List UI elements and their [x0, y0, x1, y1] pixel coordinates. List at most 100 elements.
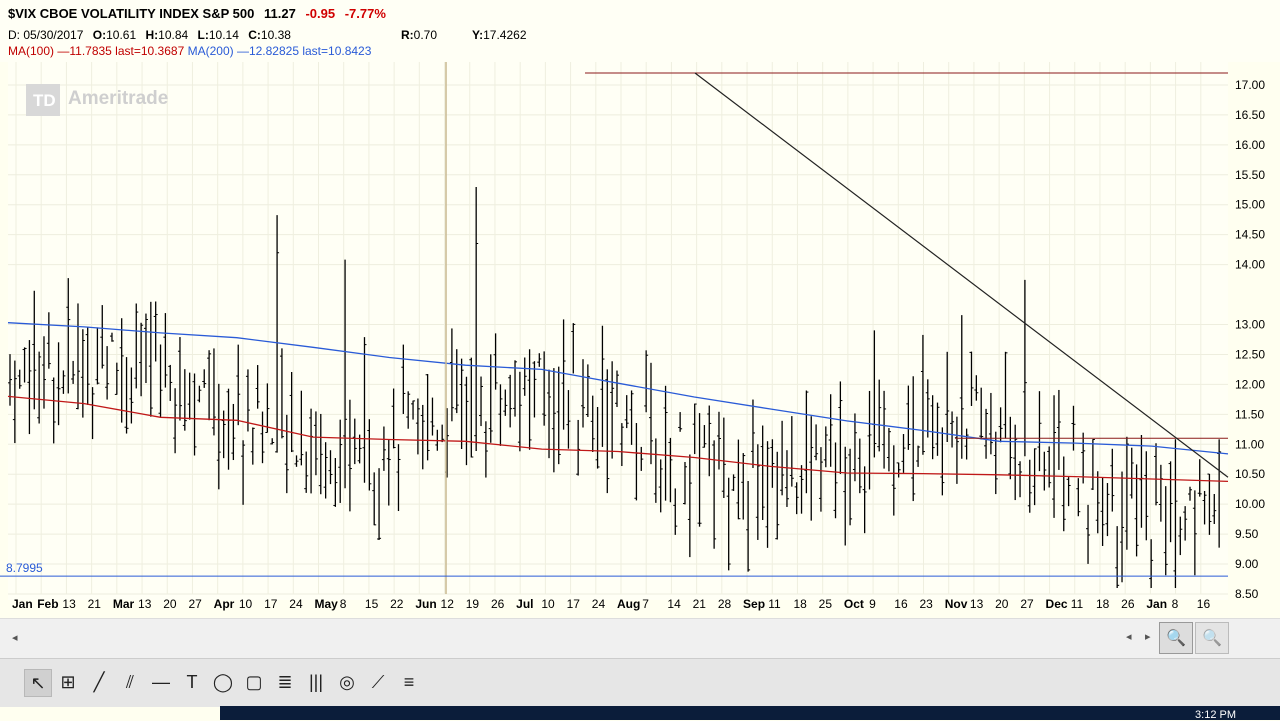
x-tick-label: Mar: [113, 597, 135, 611]
ohlc-bar: [814, 424, 819, 461]
pencil-icon[interactable]: ╱: [93, 671, 105, 692]
ohlc-bars: [8, 186, 1222, 589]
symbol-name: $VIX CBOE VOLATILITY INDEX S&P 500: [8, 6, 255, 21]
ohlc-bar: [537, 353, 542, 367]
ohlc-bar: [469, 357, 474, 458]
x-tick-label: 16: [1197, 597, 1211, 611]
ohlc-bar: [848, 448, 853, 526]
y-tick-label: 9.00: [1235, 557, 1259, 571]
ohlc-bar: [551, 368, 556, 473]
ohlc-bar: [173, 388, 178, 454]
ohlc-bar: [1115, 526, 1120, 589]
ohlc-bar: [687, 454, 692, 558]
ohlc-bar: [1052, 395, 1057, 518]
ohlc-bar: [411, 400, 416, 420]
scroll-next-icon[interactable]: ▸: [1145, 631, 1151, 643]
parallel-lines-icon[interactable]: ⫽: [125, 671, 135, 692]
ohlc-bar: [333, 458, 338, 507]
y-tick-label: 16.00: [1235, 138, 1265, 152]
ohlc-bar: [950, 411, 955, 448]
ohlc-bar: [372, 472, 377, 526]
watermark-logo: TD Ameritrade: [26, 84, 168, 116]
ohlc-bar: [809, 416, 814, 521]
x-tick-label: 22: [390, 597, 404, 611]
ohlc-bar: [833, 442, 838, 519]
ohlc-bar: [741, 453, 746, 520]
ohlc-bar: [979, 387, 984, 440]
ohlc-bar: [216, 383, 221, 490]
ohlc-bar: [920, 334, 925, 455]
y-tick-label: 10.00: [1235, 497, 1265, 511]
ohlc-bar: [1032, 448, 1037, 506]
y-tick-label: 15.50: [1235, 168, 1265, 182]
ohlc-bar: [85, 326, 90, 405]
ohlc-bar: [615, 370, 619, 407]
x-tick-label: 24: [289, 597, 303, 611]
x-tick-label: Apr: [214, 597, 235, 611]
menu-icon[interactable]: ≡: [403, 671, 415, 692]
vertical-lines-icon[interactable]: |||: [308, 671, 324, 692]
ohlc-bar: [488, 354, 493, 443]
ohlc-bar: [56, 342, 61, 426]
x-tick-label: 13: [970, 597, 984, 611]
x-tick-label: 24: [592, 597, 606, 611]
ohlc-bar: [32, 290, 37, 410]
ohlc-bar: [789, 416, 794, 487]
y-tick-label: 10.50: [1235, 467, 1265, 481]
ohlc-bar: [964, 428, 969, 460]
x-axis: Jan Feb 13 21 Mar 13 20 27 Apr 10 17 24 May 8 15 22 Jun 1…: [12, 597, 1210, 611]
ohlc-bar: [245, 369, 250, 432]
ohlc-bar: [22, 347, 27, 383]
ohlc-bar: [886, 428, 891, 472]
gann-icon[interactable]: ◎: [339, 671, 355, 692]
chart-scrollbar[interactable]: ◂: [0, 618, 1280, 659]
pitchfork-icon[interactable]: ⟋: [371, 671, 385, 692]
text-icon[interactable]: T: [186, 671, 198, 692]
ohlc-bar: [1134, 464, 1139, 557]
ohlc-bar: [726, 477, 731, 571]
ohlc-bar: [177, 337, 182, 421]
x-tick-label: 18: [1096, 597, 1110, 611]
ohlc-bar: [250, 427, 255, 465]
ohlc-bar: [794, 482, 799, 515]
ohlc-bar: [731, 474, 736, 491]
chart-header: $VIX CBOE VOLATILITY INDEX S&P 500 11.27…: [0, 0, 1280, 62]
ohlc-bar: [610, 361, 615, 459]
cursor-icon[interactable]: ↖: [24, 669, 52, 697]
fibonacci-icon[interactable]: ≣: [277, 671, 293, 692]
ellipse-icon[interactable]: ◯: [212, 671, 234, 692]
ohlc-bar: [974, 375, 979, 401]
ohlc-bar: [114, 362, 119, 395]
y-tick-label: 11.00: [1235, 437, 1264, 451]
ohlc-bar: [352, 418, 357, 465]
ohlc-bar: [916, 445, 921, 467]
x-tick-label: 13: [138, 597, 152, 611]
x-tick-label: 28: [718, 597, 732, 611]
ohlc-bar: [459, 358, 464, 450]
ohlc-bar: [668, 437, 673, 503]
ohlc-bar: [1202, 490, 1207, 525]
scroll-prev-icon[interactable]: ◂: [1126, 631, 1132, 643]
ohlc-bar: [275, 215, 280, 453]
ma100-label: MA(100): [8, 44, 55, 58]
crosshair-icon[interactable]: ⊞: [60, 671, 76, 692]
ohlc-bar: [823, 426, 828, 468]
horizontal-line-icon[interactable]: —: [152, 671, 170, 692]
ohlc-bar: [41, 336, 46, 409]
price-chart[interactable]: TD Ameritrade 8.7995 17.00 16.50 16.00 15.5…: [0, 62, 1280, 618]
x-tick-label: 17: [264, 597, 278, 611]
y-tick-label: 13.00: [1235, 318, 1265, 332]
ohlc-bar: [1076, 478, 1081, 517]
zoom-in-icon[interactable]: 🔍: [1159, 622, 1193, 654]
ohlc-bar: [449, 328, 454, 422]
overlays: 8.7995: [0, 62, 1229, 594]
scroll-left-arrow[interactable]: ◂: [12, 632, 18, 644]
x-tick-label: 16: [894, 597, 908, 611]
ohlc-bar: [323, 442, 328, 499]
ohlc-bar: [692, 403, 697, 455]
x-tick-label: 19: [466, 597, 480, 611]
rectangle-icon[interactable]: ▢: [245, 671, 263, 692]
ohlc-bar: [522, 357, 527, 396]
zoom-out-icon[interactable]: 🔍: [1195, 622, 1229, 654]
ohlc-bar: [585, 364, 590, 418]
